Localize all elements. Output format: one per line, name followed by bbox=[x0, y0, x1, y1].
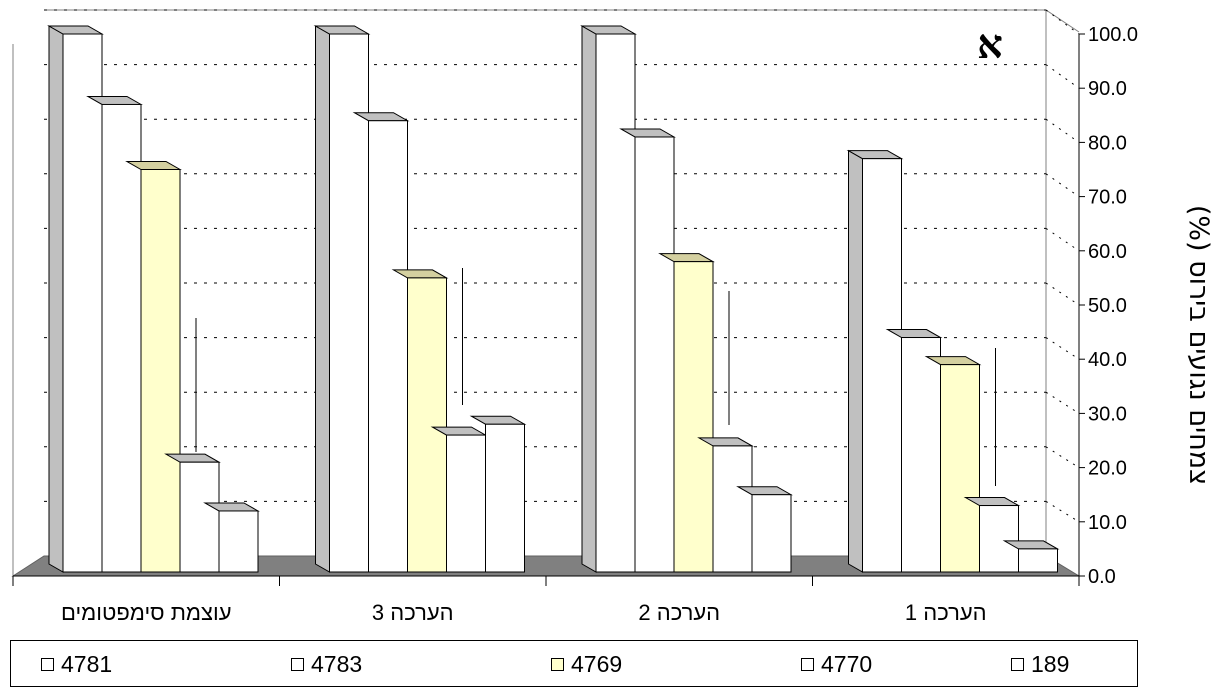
bar-189 bbox=[203, 502, 260, 573]
legend-item: 4783 bbox=[291, 651, 362, 677]
gridline-side bbox=[1045, 64, 1080, 89]
bar-front bbox=[368, 120, 408, 573]
bar-front bbox=[901, 337, 941, 573]
legend-label: 4770 bbox=[821, 650, 873, 677]
legend-swatch bbox=[551, 657, 564, 671]
corner-label: א bbox=[977, 21, 1003, 68]
y-tick-label: 0.0 bbox=[1088, 566, 1116, 588]
bar-4769 bbox=[391, 269, 449, 573]
bar-4770 bbox=[430, 426, 488, 573]
bar-189 bbox=[469, 415, 527, 573]
legend-item: 4781 bbox=[41, 651, 112, 677]
bar-front bbox=[179, 461, 220, 573]
bar-189 bbox=[1002, 540, 1060, 573]
bar-4770 bbox=[963, 497, 1021, 573]
bar-front bbox=[101, 103, 142, 573]
y-tick-label: 50.0 bbox=[1088, 295, 1127, 317]
legend-item: 4770 bbox=[801, 651, 872, 677]
x-tick-label: הערכה 2 bbox=[638, 600, 720, 625]
y-tick-label: 100.0 bbox=[1088, 24, 1138, 46]
bar-front bbox=[940, 364, 980, 573]
legend-swatch bbox=[41, 657, 54, 671]
bar-4770 bbox=[697, 437, 754, 573]
bar-4781 bbox=[846, 149, 904, 573]
bar-4783 bbox=[885, 329, 943, 573]
legend-swatch bbox=[291, 657, 304, 671]
legend-item: 4769 bbox=[551, 651, 622, 677]
bar-front bbox=[446, 434, 486, 573]
bar-4781 bbox=[580, 25, 637, 573]
y-tick-label: 40.0 bbox=[1088, 349, 1127, 371]
bar-4769 bbox=[924, 356, 982, 573]
bar-side bbox=[581, 25, 597, 573]
bar-front bbox=[218, 510, 259, 573]
bar-4769 bbox=[125, 161, 182, 573]
bar-4769 bbox=[658, 253, 715, 573]
gridline-side bbox=[1045, 173, 1080, 198]
bar-front bbox=[751, 494, 792, 573]
gridline-side bbox=[1045, 282, 1080, 306]
legend-label: 4781 bbox=[61, 650, 113, 677]
legend-swatch bbox=[1011, 657, 1024, 671]
legend-label: 4769 bbox=[571, 650, 623, 677]
gridline-side bbox=[1045, 391, 1080, 414]
y-axis-label: צמחים נגועים בירוס (%) bbox=[1183, 205, 1211, 485]
bar-4781 bbox=[313, 25, 371, 573]
bar-front bbox=[140, 169, 181, 573]
bar-front bbox=[62, 33, 103, 573]
gridline-side bbox=[1045, 118, 1080, 143]
bar-front bbox=[673, 261, 714, 573]
y-tick-label: 60.0 bbox=[1088, 241, 1127, 263]
y-tick-label: 80.0 bbox=[1088, 132, 1127, 154]
x-tick-label: עוצמת סימפטומים bbox=[61, 600, 232, 625]
gridline-side bbox=[1045, 227, 1080, 252]
bar-front bbox=[407, 277, 447, 573]
chart: 0.0 10.0 20.0 30.0 40.0 50.0 60.0 70.0 80.0 90.0 1… bbox=[11, 9, 1211, 625]
y-tick-label: 30.0 bbox=[1088, 403, 1127, 425]
bar-side bbox=[48, 25, 64, 573]
legend: 4781 4783 4769 4770 189 bbox=[10, 640, 1138, 687]
y-tick-label: 70.0 bbox=[1088, 187, 1127, 209]
bar-4783 bbox=[352, 112, 410, 573]
y-tick-label: 10.0 bbox=[1088, 512, 1127, 534]
gridline-side bbox=[1045, 500, 1080, 523]
bar-front bbox=[979, 505, 1019, 573]
legend-item: 189 bbox=[1011, 651, 1069, 677]
bar-front bbox=[862, 158, 902, 573]
bar-front bbox=[712, 445, 753, 573]
x-tick-label: הערכה 3 bbox=[372, 600, 454, 625]
bar-side bbox=[848, 149, 863, 573]
legend-label: 189 bbox=[1031, 650, 1070, 677]
y-tick-label: 20.0 bbox=[1088, 458, 1127, 480]
bar-189 bbox=[736, 486, 793, 573]
bar-front bbox=[485, 423, 525, 573]
bar-side bbox=[315, 25, 330, 573]
bar-front bbox=[329, 33, 369, 573]
gridline-side bbox=[1045, 446, 1080, 469]
x-tick-label: הערכה 1 bbox=[905, 600, 987, 625]
bar-4781 bbox=[47, 25, 104, 573]
gridline-side bbox=[1045, 337, 1080, 360]
y-tick-label: 90.0 bbox=[1088, 78, 1127, 100]
bar-front bbox=[1018, 548, 1058, 573]
bar-4783 bbox=[86, 95, 143, 573]
legend-swatch bbox=[801, 657, 814, 671]
legend-label: 4783 bbox=[311, 650, 363, 677]
bar-front bbox=[634, 136, 675, 573]
bar-front bbox=[595, 33, 636, 573]
